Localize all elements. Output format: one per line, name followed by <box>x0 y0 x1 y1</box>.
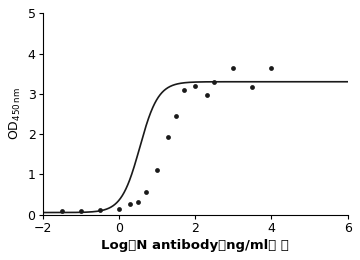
X-axis label: Log（N antibody（ng/ml） ）: Log（N antibody（ng/ml） ） <box>101 239 289 252</box>
Point <box>116 206 122 211</box>
Point <box>204 93 210 97</box>
Point <box>269 66 274 70</box>
Point <box>97 208 103 212</box>
Point <box>127 203 133 207</box>
Point <box>249 84 255 89</box>
Point <box>154 168 160 172</box>
Y-axis label: OD$_{450\,\mathrm{nm}}$: OD$_{450\,\mathrm{nm}}$ <box>8 87 23 140</box>
Point <box>78 209 84 213</box>
Point <box>173 114 179 119</box>
Point <box>230 66 236 70</box>
Point <box>192 84 198 88</box>
Point <box>166 135 171 139</box>
Point <box>59 209 64 213</box>
Point <box>135 200 141 205</box>
Point <box>211 80 217 84</box>
Point <box>181 88 186 92</box>
Point <box>143 190 148 194</box>
